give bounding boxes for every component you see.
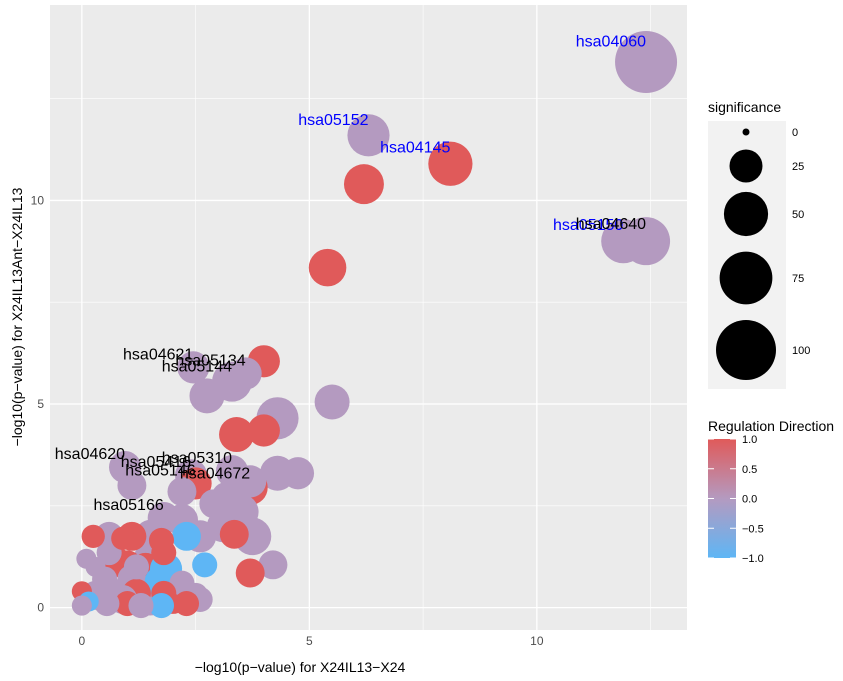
data-point [148, 593, 175, 619]
data-point [151, 540, 177, 566]
data-point [601, 219, 646, 264]
data-point [71, 595, 92, 616]
data-point [167, 477, 197, 507]
data-point [111, 526, 135, 551]
point-label: hsa04672 [180, 466, 250, 483]
data-point [172, 521, 201, 551]
y-tick-label: 0 [37, 601, 44, 615]
color-legend-label: 1.0 [742, 434, 757, 446]
color-legend-label: 0.0 [742, 494, 757, 506]
size-legend-label: 75 [792, 273, 804, 285]
point-label: hsa04145 [380, 140, 450, 157]
data-point [94, 590, 120, 617]
point-label: hsa04060 [576, 34, 646, 51]
point-labels: hsa04060 hsa05152 hsa04145 hsa05150hsa04640… [55, 34, 646, 514]
data-point [199, 489, 229, 519]
x-tick-label: 0 [79, 634, 86, 648]
data-point [235, 558, 265, 588]
color-legend-label: 0.5 [742, 464, 757, 476]
data-point [173, 590, 200, 617]
size-legend: significance 0 25 50 75 100 [708, 99, 810, 389]
size-legend-circle [729, 149, 763, 183]
data-point [81, 524, 105, 548]
size-legend-label: 50 [792, 209, 804, 221]
data-point [615, 31, 678, 94]
data-point [219, 519, 249, 549]
data-point [258, 550, 288, 580]
data-point [428, 141, 473, 186]
size-legend-label: 0 [792, 127, 798, 139]
size-legend-label: 25 [792, 161, 804, 173]
data-point [85, 556, 106, 577]
size-legend-circle [719, 251, 773, 305]
color-legend-label: −0.5 [742, 523, 764, 535]
y-tick-labels: 0 5 10 [31, 193, 45, 614]
y-axis-title: −log10(p−value) for X24IL13Ant−X24IL13 [9, 187, 25, 446]
point-label: hsa05150 [553, 217, 623, 234]
point-label: hsa05134 [175, 352, 245, 369]
data-point [229, 357, 262, 390]
y-tick-label: 5 [37, 397, 44, 411]
data-point [247, 414, 280, 447]
x-tick-label: 10 [530, 634, 544, 648]
color-legend-ticks: 1.0 0.5 0.0 −0.5 −1.0 [708, 434, 764, 565]
x-axis-title: −log10(p−value) for X24IL13−X24 [195, 659, 406, 675]
point-label: hsa05146 [125, 462, 195, 479]
point-label: hsa05310 [162, 450, 232, 467]
data-point [219, 417, 255, 453]
color-legend-title: Regulation Direction [708, 418, 834, 434]
data-point [343, 164, 384, 205]
color-legend-label: −1.0 [742, 553, 764, 565]
y-tick-label: 10 [31, 193, 45, 207]
point-label: hsa04620 [55, 446, 125, 463]
point-label: hsa04621 [123, 346, 193, 363]
point-label: hsa05144 [162, 359, 232, 376]
data-point [192, 552, 218, 578]
x-tick-label: 5 [306, 634, 313, 648]
point-label: hsa05416 [121, 454, 191, 471]
major-gridlines [50, 5, 687, 630]
data-point [177, 351, 210, 384]
data-point [314, 384, 350, 420]
data-points [71, 31, 678, 619]
size-legend-circle [742, 128, 750, 136]
data-point [308, 248, 347, 287]
data-point [189, 378, 225, 414]
data-point [281, 457, 315, 490]
color-legend: Regulation Direction 1.0 0.5 0.0 −0.5 −1.0 [708, 418, 834, 565]
data-point [128, 593, 154, 619]
point-label: hsa05152 [298, 112, 368, 129]
size-legend-items: 0 25 50 75 100 [716, 127, 810, 380]
data-point [347, 114, 390, 157]
point-label: hsa05166 [93, 497, 163, 514]
point-label: hsa04640 [576, 216, 646, 233]
data-point [234, 465, 267, 498]
data-point [117, 470, 147, 500]
x-tick-labels: 0 5 10 [79, 634, 544, 648]
size-legend-title: significance [708, 99, 781, 115]
data-point [123, 554, 149, 580]
size-legend-circle [716, 320, 776, 380]
size-legend-label: 100 [792, 345, 810, 357]
size-legend-circle [723, 191, 769, 237]
